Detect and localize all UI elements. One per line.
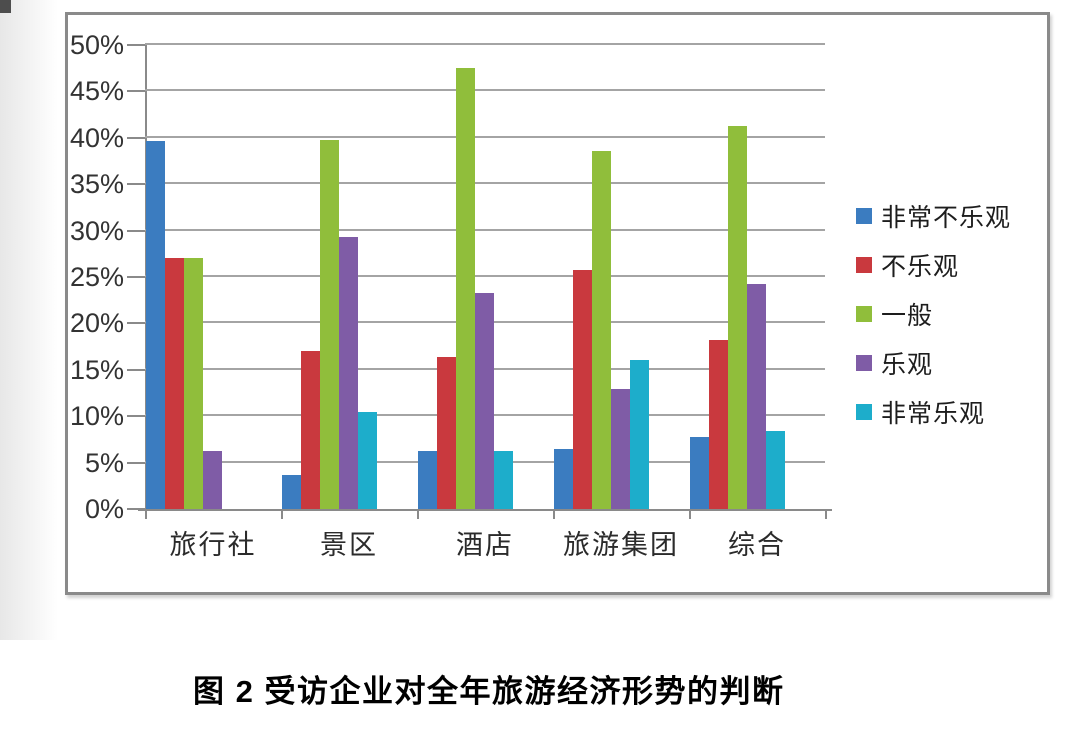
x-axis-tick xyxy=(145,511,147,519)
plot-area xyxy=(145,43,825,509)
y-axis-tick-label: 10% xyxy=(69,401,124,432)
bar-group-2 xyxy=(281,45,417,509)
x-axis-label: 旅行社 xyxy=(169,530,257,560)
x-axis-labels: 旅行社 景区 酒店 旅游集团 综合 xyxy=(145,523,825,562)
bar-非常不乐观 xyxy=(554,448,573,509)
y-axis-tick-label: 5% xyxy=(84,447,124,478)
bar-非常乐观 xyxy=(630,359,649,509)
legend-item: 一般 xyxy=(856,289,1011,338)
legend-swatch xyxy=(856,256,872,273)
y-axis-tick-label: 40% xyxy=(69,122,124,153)
y-axis-tick-label: 35% xyxy=(69,169,124,200)
bar-group-5 xyxy=(689,45,825,509)
y-axis-tick-label: 30% xyxy=(69,215,124,246)
legend: 非常不乐观不乐观一般乐观非常乐观 xyxy=(856,191,1011,436)
bar-不乐观 xyxy=(165,258,184,509)
y-axis-tick xyxy=(127,322,145,325)
bar-非常不乐观 xyxy=(418,450,437,509)
bar-乐观 xyxy=(203,450,222,509)
bar-非常乐观 xyxy=(766,431,785,509)
bar-一般 xyxy=(184,258,203,509)
x-axis-tick xyxy=(689,511,691,519)
chart-frame: 50% 45% 40% 35% 30% 25% 20% 15% 10% 5% 0% 旅行社 景区 酒店旅… xyxy=(65,12,1050,595)
bar-非常乐观 xyxy=(358,411,377,509)
y-axis-tick xyxy=(127,461,145,464)
bar-cluster xyxy=(690,45,785,509)
y-axis-tick-label: 25% xyxy=(69,262,124,292)
x-axis-tick xyxy=(553,511,555,519)
bar-不乐观 xyxy=(573,269,592,509)
bar-cluster xyxy=(282,45,377,509)
bar-group-1 xyxy=(145,45,281,509)
y-axis-tick xyxy=(127,276,145,278)
x-axis-line xyxy=(138,509,832,511)
legend-swatch xyxy=(856,305,872,322)
page-edge-shading xyxy=(0,0,58,640)
y-axis-tick xyxy=(127,508,145,510)
bar-groups xyxy=(145,45,825,509)
x-axis-label: 景区 xyxy=(320,530,378,560)
y-axis-tick xyxy=(127,183,145,186)
x-axis-tick xyxy=(417,511,419,519)
bar-cluster xyxy=(554,45,649,509)
bar-不乐观 xyxy=(437,356,456,509)
x-axis-tick xyxy=(281,511,283,519)
bar-group-4 xyxy=(553,45,689,509)
legend-label: 非常乐观 xyxy=(881,399,986,428)
bar-乐观 xyxy=(339,237,358,509)
legend-item: 不乐观 xyxy=(856,240,1011,289)
legend-label: 一般 xyxy=(881,301,934,330)
gridline xyxy=(145,275,825,277)
bar-非常不乐观 xyxy=(690,436,709,509)
gridline xyxy=(145,89,825,92)
legend-swatch xyxy=(856,403,872,420)
x-axis-label: 旅游集团 xyxy=(563,530,679,560)
bar-不乐观 xyxy=(709,340,728,509)
legend-swatch xyxy=(856,354,872,371)
bar-group-3 xyxy=(417,45,553,509)
y-axis-tick xyxy=(127,229,145,232)
legend-label: 不乐观 xyxy=(881,252,960,281)
gridline xyxy=(145,43,825,45)
gridline xyxy=(145,135,825,138)
y-axis-tick xyxy=(127,44,145,46)
bar-非常乐观 xyxy=(494,450,513,509)
bar-cluster xyxy=(146,45,241,509)
scan-corner-speck xyxy=(0,0,11,13)
y-axis-tick-label: 15% xyxy=(69,354,124,385)
x-axis-tick xyxy=(825,511,827,519)
figure-caption: 图 2 受访企业对全年旅游经济形势的判断 xyxy=(193,674,785,709)
bar-cluster xyxy=(418,45,513,509)
bar-非常不乐观 xyxy=(282,474,301,509)
y-axis-tick-label: 50% xyxy=(69,30,124,60)
x-axis-label: 综合 xyxy=(728,530,786,560)
y-axis-tick-label: 0% xyxy=(84,494,124,524)
gridline xyxy=(145,182,825,185)
gridline xyxy=(145,228,825,231)
legend-item: 乐观 xyxy=(856,338,1011,387)
x-axis-label: 酒店 xyxy=(456,530,514,560)
y-axis-tick-label: 20% xyxy=(69,308,124,339)
legend-label: 非常不乐观 xyxy=(881,203,1012,232)
bar-乐观 xyxy=(611,389,630,509)
legend-item: 非常不乐观 xyxy=(856,191,1011,240)
y-axis-tick xyxy=(127,368,145,371)
bar-一般 xyxy=(320,139,339,509)
bar-非常不乐观 xyxy=(146,140,165,509)
bar-乐观 xyxy=(747,284,766,509)
legend-item: 非常乐观 xyxy=(856,387,1011,436)
legend-swatch xyxy=(856,207,872,224)
legend-label: 乐观 xyxy=(881,350,934,379)
y-axis-tick-label: 45% xyxy=(69,76,124,107)
y-axis-tick xyxy=(127,415,145,418)
y-axis-tick xyxy=(127,136,145,139)
bar-一般 xyxy=(456,68,475,509)
bar-一般 xyxy=(728,125,747,509)
bar-不乐观 xyxy=(301,351,320,509)
bar-乐观 xyxy=(475,292,494,509)
bar-一般 xyxy=(592,150,611,509)
y-axis-tick xyxy=(127,90,145,93)
